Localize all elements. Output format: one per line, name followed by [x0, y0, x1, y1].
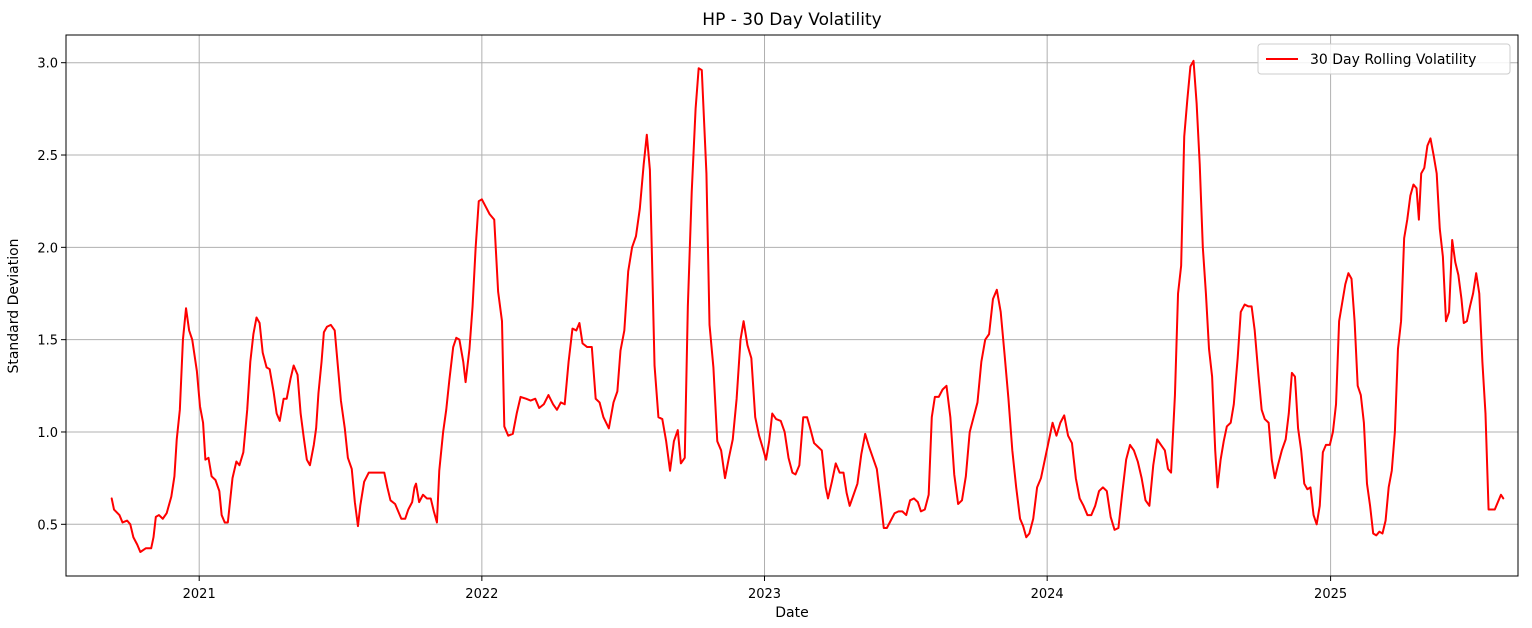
grid-lines: [66, 35, 1518, 576]
chart-title: HP - 30 Day Volatility: [702, 10, 881, 30]
y-tick-label: 2.0: [37, 241, 58, 256]
legend: 30 Day Rolling Volatility: [1257, 43, 1511, 75]
x-tick-label: 2021: [183, 587, 216, 602]
x-tick-label: 2022: [465, 587, 498, 602]
x-axis-label: Date: [775, 605, 808, 621]
y-axis-ticks: 0.5 1.0 1.5 2.0 2.5 3.0: [37, 57, 66, 533]
x-axis-ticks: 2021 2022 2023 2024 2025: [183, 576, 1347, 602]
series-layer: [110, 59, 1505, 553]
y-tick-label: 1.5: [37, 334, 58, 349]
x-tick-label: 2024: [1031, 587, 1064, 602]
legend-box: [1257, 43, 1511, 75]
plot-frame: [65, 34, 1519, 577]
y-tick-label: 1.0: [37, 426, 58, 441]
legend-label: 30 Day Rolling Volatility: [1310, 52, 1476, 68]
y-tick-label: 0.5: [37, 518, 58, 533]
y-axis-label: Standard Deviation: [6, 238, 22, 373]
x-tick-label: 2023: [748, 587, 781, 602]
series-line-volatility: [110, 59, 1505, 553]
x-tick-label: 2025: [1314, 587, 1347, 602]
y-tick-label: 2.5: [37, 149, 58, 164]
y-tick-label: 3.0: [37, 57, 58, 72]
